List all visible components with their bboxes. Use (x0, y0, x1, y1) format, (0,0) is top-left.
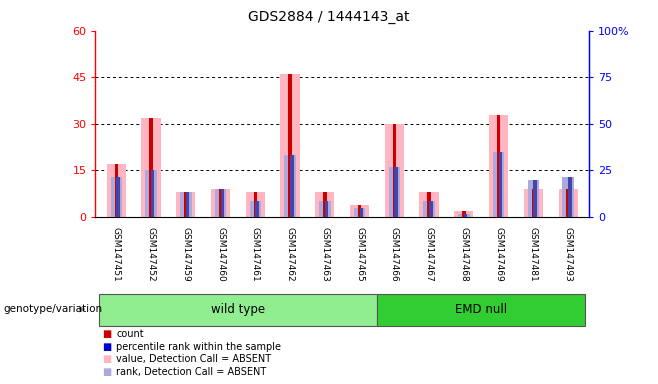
Text: count: count (116, 329, 144, 339)
Bar (563, 177, 574, 217)
Bar (358, 205, 361, 217)
Bar (420, 192, 439, 217)
Text: percentile rank within the sample: percentile rank within the sample (116, 342, 282, 352)
Bar (255, 202, 259, 217)
Text: rank, Detection Call = ABSENT: rank, Detection Call = ABSENT (116, 367, 266, 377)
Bar (423, 202, 435, 217)
Bar (99, 294, 377, 326)
Bar (288, 74, 291, 217)
Text: GSM147469: GSM147469 (494, 227, 503, 282)
Text: ■: ■ (102, 329, 111, 339)
Bar (528, 180, 539, 217)
Bar (176, 192, 195, 217)
Bar (249, 202, 261, 217)
Bar (532, 189, 535, 217)
Bar (454, 211, 473, 217)
Bar (319, 202, 330, 217)
Text: ■: ■ (102, 367, 111, 377)
Bar (114, 164, 118, 217)
Bar (377, 294, 586, 326)
Bar (567, 189, 570, 217)
Bar (533, 180, 537, 217)
Text: GSM147463: GSM147463 (320, 227, 329, 282)
Bar (215, 189, 226, 217)
Text: GSM147465: GSM147465 (355, 227, 364, 282)
Bar (497, 114, 500, 217)
Text: value, Detection Call = ABSENT: value, Detection Call = ABSENT (116, 354, 272, 364)
Bar (458, 214, 470, 217)
Bar (568, 177, 572, 217)
Text: GDS2884 / 1444143_at: GDS2884 / 1444143_at (248, 10, 410, 23)
Bar (464, 214, 467, 217)
Bar (184, 192, 188, 217)
Bar (149, 118, 153, 217)
Bar (524, 189, 543, 217)
Bar (393, 124, 396, 217)
Bar (151, 170, 155, 217)
Bar (389, 167, 400, 217)
Bar (493, 152, 504, 217)
Bar (323, 192, 326, 217)
Text: GSM147466: GSM147466 (390, 227, 399, 282)
Bar (111, 177, 122, 217)
Text: GSM147468: GSM147468 (459, 227, 468, 282)
Bar (489, 114, 508, 217)
Bar (350, 205, 369, 217)
Bar (211, 189, 230, 217)
Bar (354, 208, 365, 217)
Bar (315, 192, 334, 217)
Bar (284, 155, 295, 217)
Bar (462, 211, 466, 217)
Bar (280, 74, 299, 217)
Text: GSM147481: GSM147481 (529, 227, 538, 282)
Bar (427, 192, 431, 217)
Text: EMD null: EMD null (455, 303, 507, 316)
Bar (220, 189, 224, 217)
Bar (325, 202, 328, 217)
Bar (141, 118, 161, 217)
Bar (145, 170, 157, 217)
Bar (429, 202, 432, 217)
Bar (253, 192, 257, 217)
Text: ■: ■ (102, 342, 111, 352)
Bar (218, 189, 222, 217)
Bar (394, 167, 398, 217)
Text: GSM147462: GSM147462 (286, 227, 295, 282)
Bar (359, 208, 363, 217)
Bar (385, 124, 404, 217)
Bar (245, 192, 265, 217)
Text: GSM147451: GSM147451 (112, 227, 121, 282)
Bar (116, 177, 120, 217)
Bar (180, 192, 191, 217)
Bar (499, 152, 502, 217)
Bar (186, 192, 190, 217)
Text: genotype/variation: genotype/variation (3, 305, 103, 314)
Text: GSM147461: GSM147461 (251, 227, 260, 282)
Bar (559, 189, 578, 217)
Text: GSM147459: GSM147459 (181, 227, 190, 282)
Text: ■: ■ (102, 354, 111, 364)
Bar (107, 164, 126, 217)
Text: GSM147452: GSM147452 (147, 227, 155, 282)
Text: GSM147493: GSM147493 (563, 227, 572, 282)
Bar (290, 155, 293, 217)
Text: wild type: wild type (211, 303, 265, 316)
Text: GSM147460: GSM147460 (216, 227, 225, 282)
Text: GSM147467: GSM147467 (424, 227, 434, 282)
